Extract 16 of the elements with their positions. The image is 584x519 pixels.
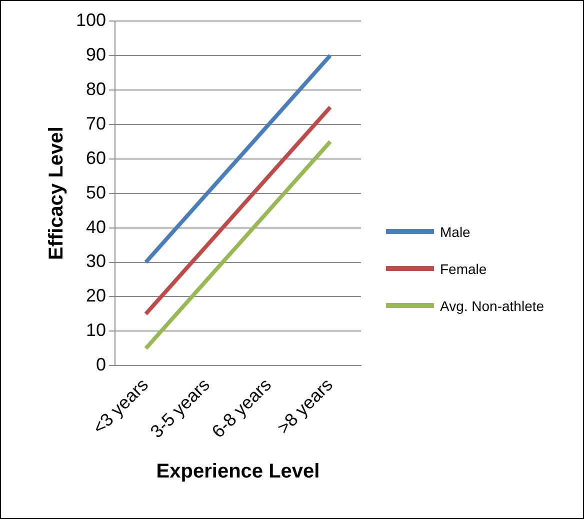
x-axis-title: Experience Level xyxy=(156,460,320,483)
y-tick-label: 90 xyxy=(86,44,106,64)
y-tick-label: 100 xyxy=(76,10,106,30)
legend-label: Avg. Non-athlete xyxy=(440,298,544,314)
y-tick-label: 30 xyxy=(86,251,106,272)
y-tick-label: 70 xyxy=(86,113,106,134)
y-tick-label: 40 xyxy=(86,216,106,237)
legend-label: Male xyxy=(440,224,470,240)
y-tick-label: 0 xyxy=(96,354,106,375)
y-tick-label: 60 xyxy=(86,148,106,168)
y-tick-label: 50 xyxy=(86,182,106,202)
y-tick-label: 10 xyxy=(86,320,106,340)
legend-label: Female xyxy=(440,260,487,276)
y-tick-label: 20 xyxy=(86,286,106,306)
y-axis-title: Efficacy Level xyxy=(46,126,68,260)
y-tick-label: 80 xyxy=(86,78,106,99)
